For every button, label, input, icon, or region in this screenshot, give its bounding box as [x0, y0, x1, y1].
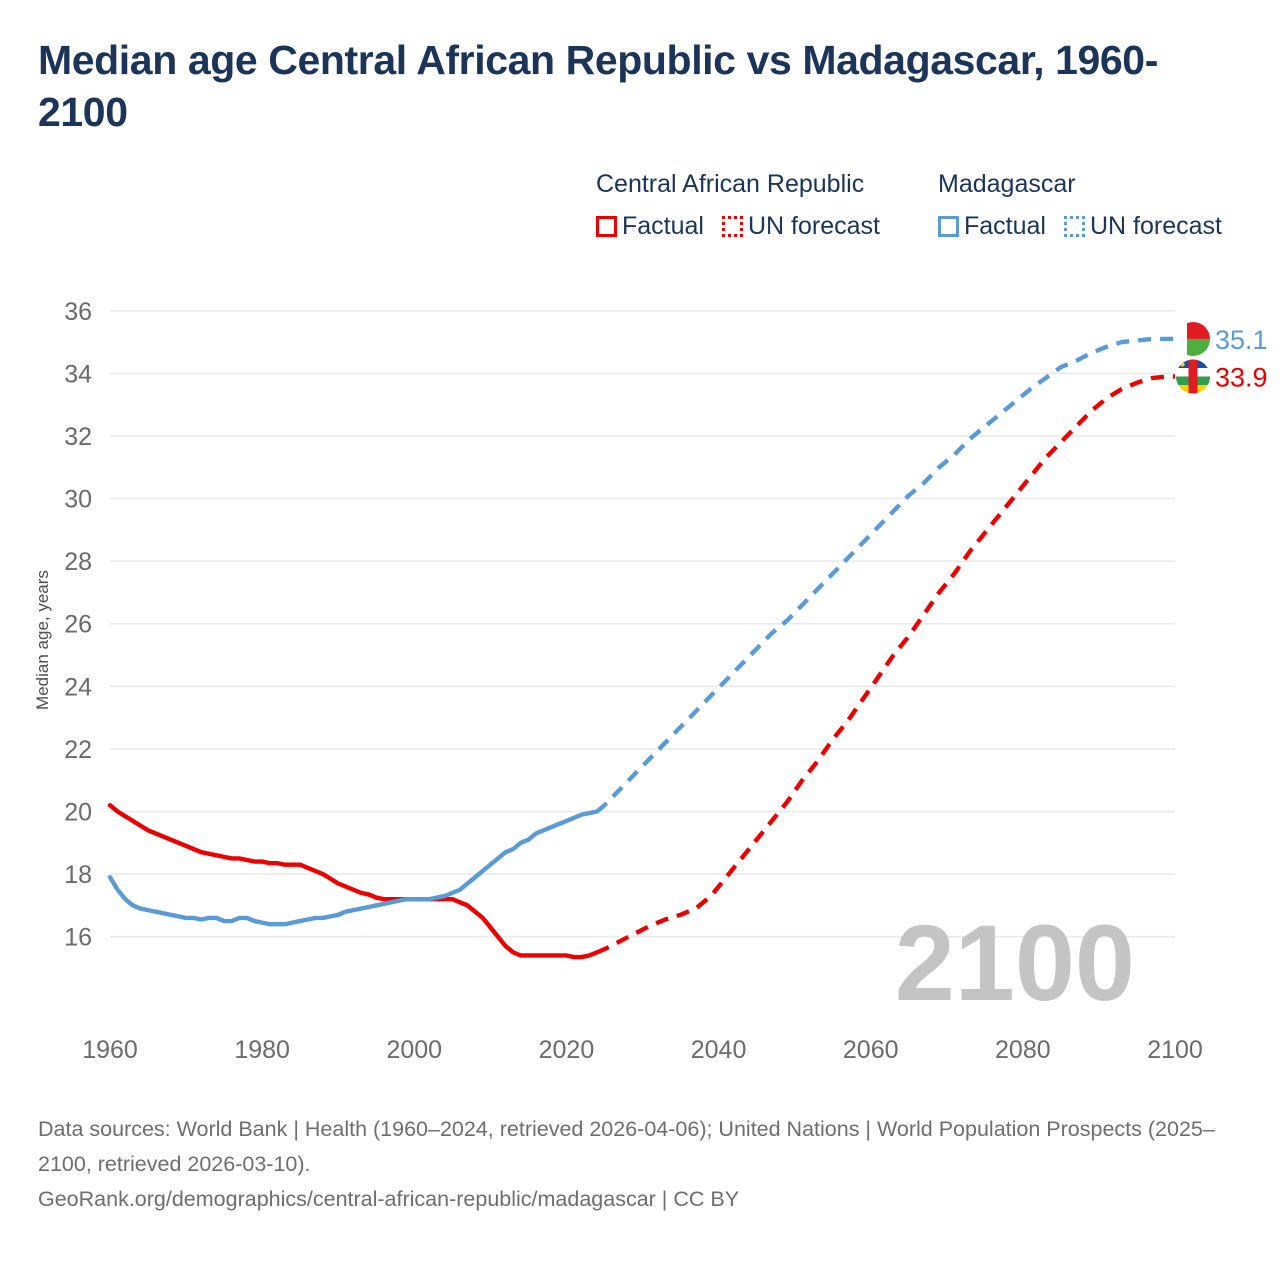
legend-item-car-forecast[interactable]: UN forecast [721, 212, 880, 240]
legend-item-car-factual[interactable]: Factual [596, 214, 704, 239]
end-value-label-central-african-republic: 33.9 [1215, 363, 1268, 393]
x-axis-tick: 2040 [691, 1036, 747, 1064]
legend-item-madagascar-factual[interactable]: Factual [938, 214, 1046, 239]
y-axis-tick: 18 [64, 861, 92, 889]
y-axis-tick: 36 [64, 298, 92, 326]
chart-footer: Data sources: World Bank | Health (1960–… [38, 1112, 1218, 1216]
legend-swatch-solid-icon [938, 216, 959, 237]
legend-item-label: Factual [964, 212, 1046, 240]
footer-attribution: GeoRank.org/demographics/central-african… [38, 1186, 740, 1211]
chart-series-lines [107, 336, 1175, 960]
series-line-factual-car [107, 803, 600, 960]
series-line-factual-mdg [107, 809, 600, 927]
series-line-forecast-car [596, 374, 1175, 955]
x-axis-tick: 2020 [539, 1036, 595, 1064]
x-axis-tick: 2100 [1147, 1036, 1203, 1064]
y-axis-tick: 24 [64, 673, 92, 701]
legend-group-madagascar: Madagascar Factual UN forecast [938, 172, 1248, 239]
x-axis-tick: 2000 [386, 1036, 442, 1064]
y-axis-tick: 22 [64, 736, 92, 764]
central-african-republic-flag-icon [1176, 359, 1210, 394]
legend-item-label: Factual [622, 212, 704, 240]
year-watermark: 2100 [895, 902, 1135, 1023]
y-axis-tick: 16 [64, 924, 92, 952]
chart-end-markers: 33.9 35.1 [1176, 321, 1268, 394]
y-axis-tick: 28 [64, 548, 92, 576]
series-line-forecast-mdg [595, 336, 1175, 814]
x-axis-tick-labels: 1960 1980 2000 2020 2040 2060 2080 2100 [82, 1036, 1203, 1064]
page-title: Median age Central African Republic vs M… [38, 37, 1158, 136]
legend-swatch-dotted-icon [721, 216, 743, 237]
y-axis-title: Median age, years [33, 570, 52, 710]
x-axis-tick: 2060 [843, 1036, 899, 1064]
y-axis-tick: 20 [64, 799, 92, 827]
y-axis-tick: 26 [64, 611, 92, 639]
legend-item-label: UN forecast [1089, 212, 1222, 240]
legend-item-label: UN forecast [747, 212, 880, 240]
y-axis-tick-labels: 16 18 20 22 24 26 28 30 32 34 36 [64, 298, 92, 952]
chart-gridlines [110, 309, 1175, 938]
x-axis-tick: 1960 [82, 1036, 138, 1064]
y-axis-tick: 32 [64, 423, 92, 451]
end-value-label-madagascar: 35.1 [1215, 325, 1268, 355]
legend-country-label: Madagascar [938, 170, 1076, 198]
line-chart-plot: 16 18 20 22 24 26 28 30 32 34 36 1960 1980 2000 2020 2… [33, 298, 1268, 1064]
legend-swatch-solid-icon [596, 216, 617, 237]
legend-group-central-african-republic: Central African Republic Factual UN fore… [596, 172, 938, 239]
x-axis-tick: 1980 [234, 1036, 290, 1064]
madagascar-flag-icon [1176, 321, 1210, 356]
legend-swatch-dotted-icon [1063, 216, 1085, 237]
x-axis-tick: 2080 [995, 1036, 1051, 1064]
footer-data-sources: Data sources: World Bank | Health (1960–… [38, 1117, 1215, 1176]
y-axis-tick: 34 [64, 360, 92, 388]
chart-legend: Central African Republic Factual UN fore… [596, 172, 1256, 239]
legend-item-madagascar-forecast[interactable]: UN forecast [1063, 212, 1222, 240]
y-axis-tick: 30 [64, 486, 92, 514]
legend-country-label: Central African Republic [596, 170, 865, 198]
